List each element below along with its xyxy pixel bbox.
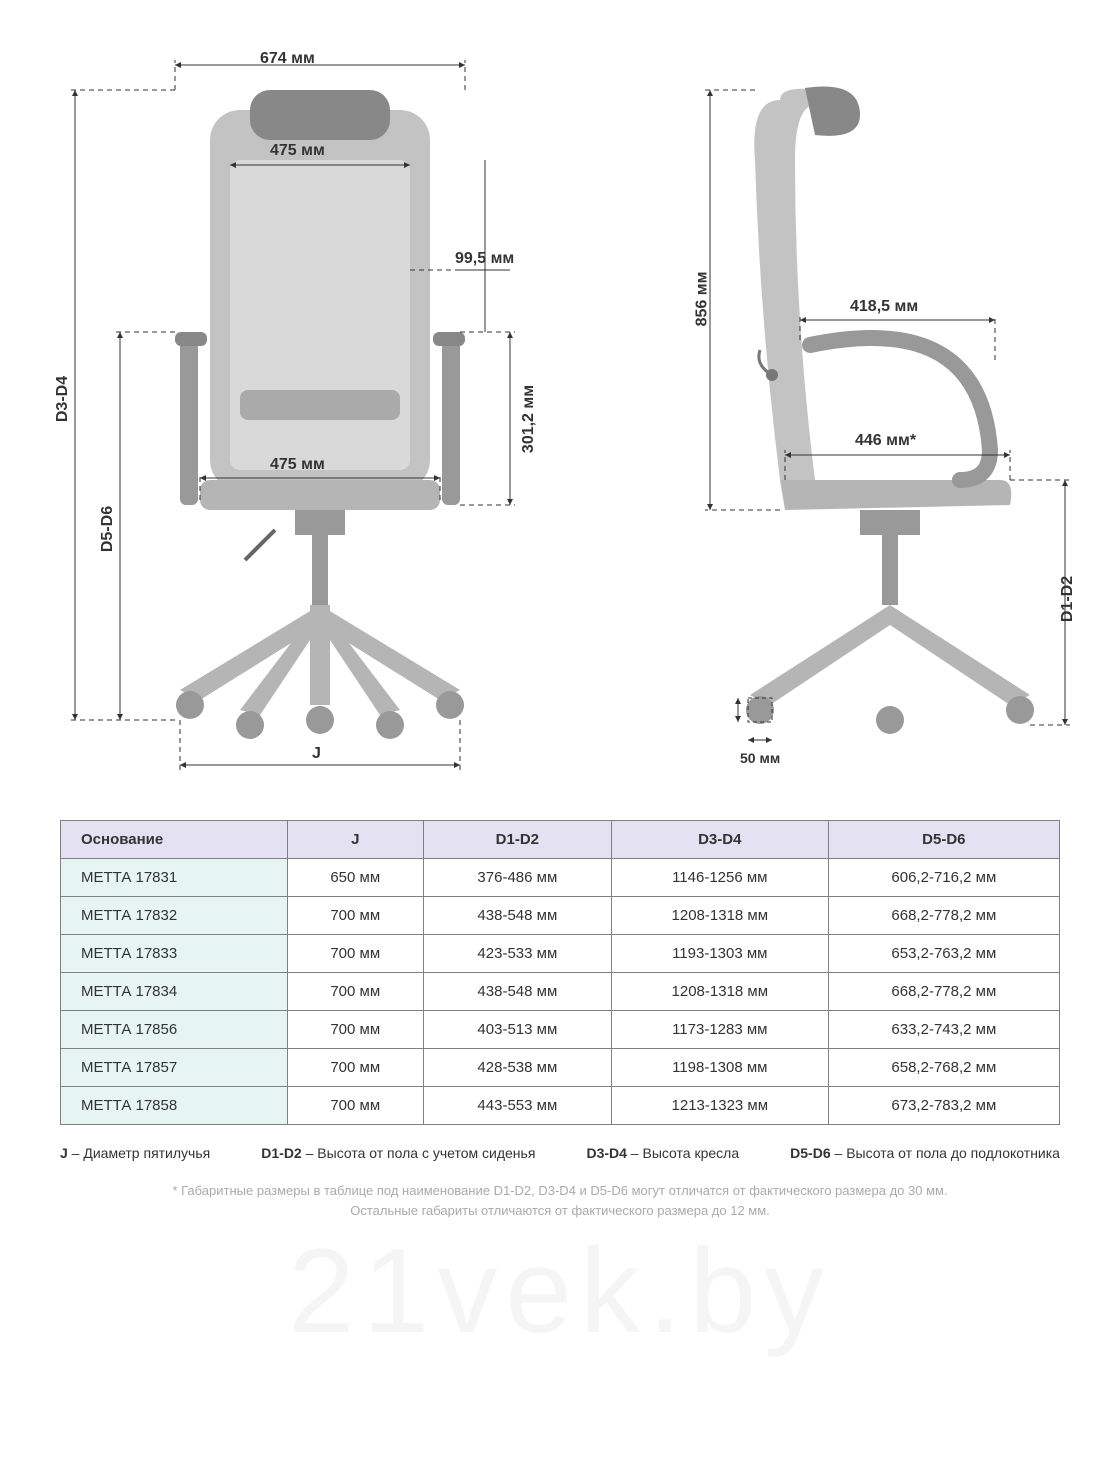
table-cell: 650 мм [287, 859, 423, 897]
table-cell: 1213-1323 мм [611, 1087, 828, 1125]
table-cell: 700 мм [287, 1011, 423, 1049]
footnote-line: * Габаритные размеры в таблице под наиме… [20, 1181, 1100, 1201]
col-header: J [287, 821, 423, 859]
footnotes: * Габаритные размеры в таблице под наиме… [20, 1181, 1100, 1220]
table-cell: 606,2-716,2 мм [828, 859, 1059, 897]
table-cell: МЕТТА 17833 [61, 935, 288, 973]
table-cell: МЕТТА 17832 [61, 897, 288, 935]
dim-674: 674 мм [260, 50, 315, 68]
legend: J – Диаметр пятилучья D1-D2 – Высота от п… [60, 1145, 1060, 1161]
dim-856: 856 мм [693, 272, 711, 327]
footnote-line: Остальные габариты отличаются от фактиче… [20, 1201, 1100, 1221]
legend-item: D5-D6 – Высота от пола до подлокотника [790, 1145, 1060, 1161]
watermark: 21vek.by [288, 1222, 832, 1360]
table-cell: 1208-1318 мм [611, 973, 828, 1011]
table-cell: 376-486 мм [423, 859, 611, 897]
table-row: МЕТТА 17832700 мм438-548 мм1208-1318 мм6… [61, 897, 1060, 935]
table-cell: МЕТТА 17857 [61, 1049, 288, 1087]
dim-d1d2: D1-D2 [1059, 576, 1077, 622]
table-cell: 1146-1256 мм [611, 859, 828, 897]
table-cell: 428-538 мм [423, 1049, 611, 1087]
dim-475-seat: 475 мм [270, 456, 325, 474]
table-cell: 1193-1303 мм [611, 935, 828, 973]
table-cell: 668,2-778,2 мм [828, 973, 1059, 1011]
dim-d5d6: D5-D6 [99, 506, 117, 552]
table-cell: МЕТТА 17858 [61, 1087, 288, 1125]
dim-d3d4: D3-D4 [54, 376, 72, 422]
table-cell: МЕТТА 17834 [61, 973, 288, 1011]
legend-item: D1-D2 – Высота от пола с учетом сиденья [261, 1145, 535, 1161]
col-header: D3-D4 [611, 821, 828, 859]
table-cell: 700 мм [287, 1049, 423, 1087]
col-header: Основание [61, 821, 288, 859]
table-cell: МЕТТА 17856 [61, 1011, 288, 1049]
col-header: D1-D2 [423, 821, 611, 859]
dimension-drawing: 674 мм 475 мм 475 мм 99,5 мм 301,2 мм D3… [20, 20, 1100, 780]
table-row: МЕТТА 17858700 мм443-553 мм1213-1323 мм6… [61, 1087, 1060, 1125]
table-cell: МЕТТА 17831 [61, 859, 288, 897]
table-cell: 700 мм [287, 897, 423, 935]
table-row: МЕТТА 17857700 мм428-538 мм1198-1308 мм6… [61, 1049, 1060, 1087]
dim-418-5: 418,5 мм [850, 298, 918, 316]
table-row: МЕТТА 17831650 мм376-486 мм1146-1256 мм6… [61, 859, 1060, 897]
table-cell: 1198-1308 мм [611, 1049, 828, 1087]
dim-50: 50 мм [740, 750, 780, 766]
table-cell: 1173-1283 мм [611, 1011, 828, 1049]
table-cell: 700 мм [287, 973, 423, 1011]
table-cell: 403-513 мм [423, 1011, 611, 1049]
legend-item: D3-D4 – Высота кресла [586, 1145, 739, 1161]
table-cell: 1208-1318 мм [611, 897, 828, 935]
table-cell: 438-548 мм [423, 897, 611, 935]
dim-j: J [312, 745, 321, 763]
dim-446: 446 мм* [855, 432, 916, 450]
table-row: МЕТТА 17834700 мм438-548 мм1208-1318 мм6… [61, 973, 1060, 1011]
table-cell: 443-553 мм [423, 1087, 611, 1125]
dim-99-5: 99,5 мм [455, 250, 514, 268]
table-cell: 633,2-743,2 мм [828, 1011, 1059, 1049]
table-cell: 423-533 мм [423, 935, 611, 973]
table-cell: 673,2-783,2 мм [828, 1087, 1059, 1125]
table-cell: 668,2-778,2 мм [828, 897, 1059, 935]
col-header: D5-D6 [828, 821, 1059, 859]
dimensions-table: ОснованиеJD1-D2D3-D4D5-D6 МЕТТА 17831650… [60, 820, 1060, 1125]
table-cell: 700 мм [287, 935, 423, 973]
table-row: МЕТТА 17856700 мм403-513 мм1173-1283 мм6… [61, 1011, 1060, 1049]
table-row: МЕТТА 17833700 мм423-533 мм1193-1303 мм6… [61, 935, 1060, 973]
dim-475-back: 475 мм [270, 142, 325, 160]
table-cell: 658,2-768,2 мм [828, 1049, 1059, 1087]
table-cell: 438-548 мм [423, 973, 611, 1011]
dim-301-2: 301,2 мм [520, 385, 538, 453]
chair-svg [20, 20, 1100, 780]
legend-item: J – Диаметр пятилучья [60, 1145, 210, 1161]
table-cell: 653,2-763,2 мм [828, 935, 1059, 973]
table-cell: 700 мм [287, 1087, 423, 1125]
